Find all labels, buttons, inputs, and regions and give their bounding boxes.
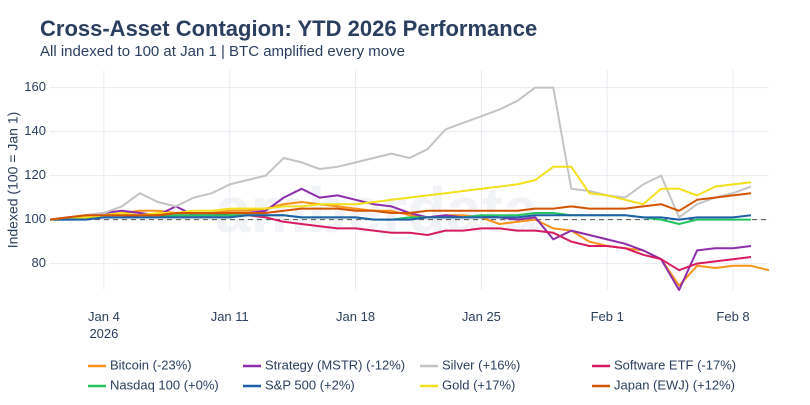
chart-title: Cross-Asset Contagion: YTD 2026 Performa… [40, 16, 537, 41]
x-tick-label: Jan 18 [336, 309, 375, 324]
legend-label: Silver (+16%) [442, 357, 520, 372]
chart-subtitle: All indexed to 100 at Jan 1 | BTC amplif… [40, 43, 405, 60]
x-tick-label: Jan 25 [462, 309, 501, 324]
y-axis-label: Indexed (100 = Jan 1) [5, 112, 21, 249]
series-line [49, 192, 752, 221]
series-line [49, 165, 752, 221]
legend-label: Software ETF (-17%) [614, 357, 736, 372]
x-tick-label: Feb 1 [591, 309, 624, 324]
x-tick-label: Jan 11 [211, 309, 249, 324]
legend-label: S&P 500 (+2%) [265, 377, 355, 392]
legend-label: Strategy (MSTR) (-12%) [265, 357, 405, 372]
x-tick-label: Feb 8 [716, 309, 749, 324]
x-tick-label: Jan 4 2026 [88, 309, 120, 341]
y-tick-label: 120 [24, 167, 46, 182]
y-tick-label: 160 [24, 79, 46, 94]
series-line [49, 187, 752, 291]
series-line [49, 214, 752, 272]
series-line [49, 86, 752, 221]
y-tick-label: 80 [32, 255, 46, 270]
y-tick-label: 100 [24, 211, 46, 226]
legend-label: Japan (EWJ) (+12%) [614, 377, 735, 392]
series-line [50, 214, 752, 221]
legend-label: Bitcoin (-23%) [110, 357, 192, 372]
y-tick-label: 140 [24, 123, 46, 138]
legend-label: Nasdaq 100 (+0%) [110, 377, 219, 392]
legend-label: Gold (+17%) [442, 377, 515, 392]
